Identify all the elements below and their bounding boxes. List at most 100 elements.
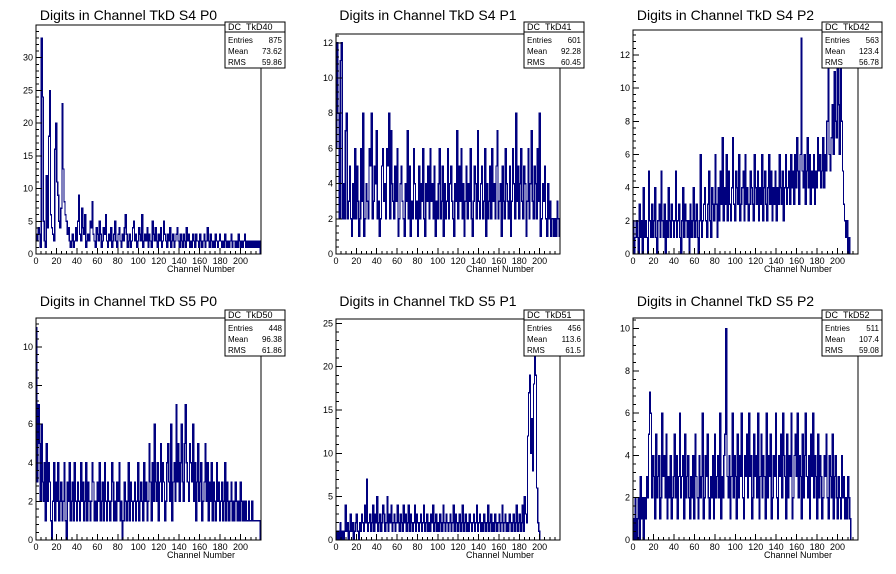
stats-label: Entries (527, 324, 552, 333)
y-tick-label: 4 (625, 450, 630, 460)
stats-label: Mean (825, 47, 845, 56)
stats-label: RMS (527, 346, 545, 355)
x-axis-label: Channel Number (167, 550, 235, 560)
y-tick-label: 8 (328, 108, 333, 118)
x-tick-label: 40 (372, 542, 382, 552)
stats-value: 92.28 (561, 47, 582, 56)
stats-value: 56.78 (859, 58, 880, 67)
x-tick-label: 140 (172, 542, 187, 552)
x-tick-label: 0 (333, 542, 338, 552)
stats-label: RMS (228, 346, 246, 355)
x-tick-label: 80 (412, 542, 422, 552)
histogram-panel-5: Digits in Channel TkD S5 P20 20 40 60 80 100 1… (620, 293, 883, 560)
x-tick-label: 0 (33, 542, 38, 552)
y-tick-label: 6 (28, 419, 33, 429)
chart-title: Digits in Channel TkD S4 P1 (339, 7, 516, 23)
y-tick-label: 6 (625, 408, 630, 418)
stats-value: 59.08 (859, 346, 880, 355)
y-tick-label: 5 (28, 216, 33, 226)
x-tick-label: 100 (728, 542, 743, 552)
chart-title: Digits in Channel TkD S4 P2 (637, 7, 814, 23)
stats-value: 563 (866, 36, 880, 45)
y-tick-label: 25 (23, 85, 33, 95)
x-tick-label: 140 (471, 542, 486, 552)
x-tick-label: 20 (51, 256, 61, 266)
x-tick-label: 120 (748, 542, 763, 552)
x-tick-label: 180 (810, 542, 825, 552)
x-tick-label: 180 (512, 542, 527, 552)
stats-label: Entries (228, 324, 253, 333)
chart-title: Digits in Channel TkD S5 P0 (40, 293, 217, 309)
x-tick-label: 120 (151, 542, 166, 552)
y-tick-label: 20 (23, 118, 33, 128)
x-tick-label: 100 (728, 256, 743, 266)
x-axis-label: Channel Number (764, 550, 832, 560)
x-tick-label: 160 (192, 256, 207, 266)
x-tick-label: 40 (669, 542, 679, 552)
stats-value: 107.4 (859, 335, 880, 344)
y-tick-label: 12 (323, 38, 333, 48)
chart-title: Digits in Channel TkD S5 P2 (637, 293, 814, 309)
stats-box: DC_TkD40 Entries 875 Mean 73.62 RMS 59.86 (224, 21, 286, 69)
x-tick-label: 0 (630, 256, 635, 266)
x-tick-label: 200 (233, 542, 248, 552)
y-tick-label: 0 (28, 535, 33, 545)
x-tick-label: 80 (113, 542, 123, 552)
y-tick-label: 5 (328, 492, 333, 502)
histogram-panel-2: Digits in Channel TkD S4 P20 20 40 60 80 100 1… (620, 7, 883, 274)
x-tick-label: 120 (748, 256, 763, 266)
stats-label: Entries (825, 324, 850, 333)
stats-label: Mean (527, 335, 547, 344)
x-tick-label: 140 (471, 256, 486, 266)
stats-box: DC_TkD52 Entries 511 Mean 107.4 RMS 59.08 (821, 309, 883, 357)
y-tick-label: 10 (620, 324, 630, 334)
x-tick-label: 100 (131, 542, 146, 552)
x-tick-label: 200 (532, 542, 547, 552)
x-tick-label: 160 (491, 256, 506, 266)
y-tick-label: 15 (323, 405, 333, 415)
stats-label: Mean (228, 335, 248, 344)
stats-histogram-name: DC_TkD42 (825, 22, 870, 32)
x-tick-label: 100 (131, 256, 146, 266)
y-tick-label: 0 (328, 535, 333, 545)
y-tick-label: 30 (23, 53, 33, 63)
x-tick-label: 40 (669, 256, 679, 266)
x-axis-label: Channel Number (466, 550, 534, 560)
stats-value: 61.5 (565, 346, 581, 355)
x-tick-label: 200 (830, 542, 845, 552)
stats-box: DC_TkD41 Entries 601 Mean 92.28 RMS 60.45 (523, 21, 585, 69)
histogram-series (335, 348, 560, 541)
histogram-series (632, 327, 858, 541)
y-tick-label: 6 (328, 143, 333, 153)
histogram-series (335, 42, 561, 254)
x-tick-label: 80 (710, 256, 720, 266)
x-tick-label: 140 (769, 542, 784, 552)
stats-label: RMS (825, 346, 843, 355)
stats-label: RMS (527, 58, 545, 67)
y-tick-label: 8 (625, 116, 630, 126)
y-tick-label: 25 (323, 318, 333, 328)
stats-box: DC_TkD51 Entries 456 Mean 113.6 RMS 61.5 (523, 309, 585, 357)
x-tick-label: 40 (372, 256, 382, 266)
x-tick-label: 20 (351, 542, 361, 552)
x-tick-label: 160 (789, 256, 804, 266)
x-tick-label: 60 (689, 542, 699, 552)
y-tick-label: 20 (323, 362, 333, 372)
stats-label: RMS (825, 58, 843, 67)
x-tick-label: 140 (172, 256, 187, 266)
stats-histogram-name: DC_TkD51 (527, 310, 572, 320)
x-tick-label: 140 (769, 256, 784, 266)
chart-title: Digits in Channel TkD S5 P1 (339, 293, 516, 309)
x-tick-label: 60 (689, 256, 699, 266)
x-tick-label: 40 (72, 256, 82, 266)
y-tick-label: 10 (323, 448, 333, 458)
stats-label: Entries (825, 36, 850, 45)
y-tick-label: 0 (625, 249, 630, 259)
x-tick-label: 180 (512, 256, 527, 266)
stats-value: 96.38 (262, 335, 283, 344)
stats-histogram-name: DC_TkD50 (228, 310, 273, 320)
stats-histogram-name: DC_TkD52 (825, 310, 870, 320)
x-tick-label: 0 (33, 256, 38, 266)
y-tick-label: 0 (28, 249, 33, 259)
